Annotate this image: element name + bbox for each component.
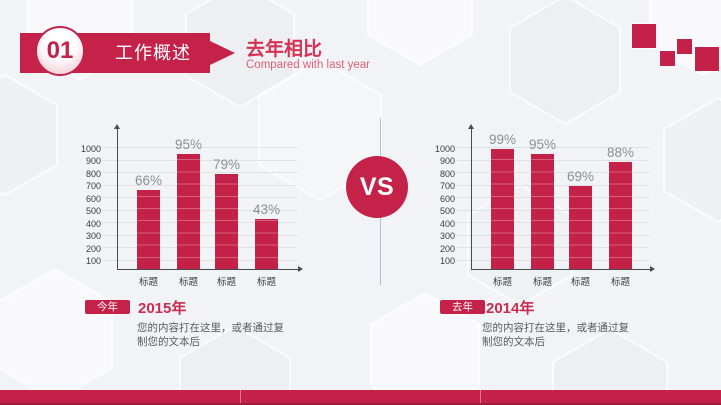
bar (255, 218, 278, 269)
y-tick-label: 400 (439, 218, 455, 229)
y-tick-label: 600 (439, 193, 455, 204)
bar (569, 186, 592, 269)
x-category-label: 标题 (492, 277, 512, 288)
y-tick-label: 600 (85, 193, 101, 204)
y-tick-label: 500 (85, 206, 101, 217)
x-category-label: 标题 (256, 277, 276, 288)
vs-badge: VS (346, 156, 408, 218)
section-title: 工作概述 (115, 43, 191, 63)
page-subtitle: Compared with last year (246, 59, 370, 71)
x-axis-arrow-icon (298, 265, 303, 272)
grid-line (103, 184, 297, 186)
caption-line: 制您的文本后 (482, 336, 545, 348)
year-label-2015: 2015年 (138, 300, 187, 317)
grid-line (103, 222, 297, 224)
y-tick-label: 800 (439, 168, 455, 179)
caption-text-left: 您的内容打在这里，或者通过复 制您的文本后 (137, 321, 284, 349)
y-tick-label: 800 (85, 168, 101, 179)
grid-line (103, 159, 297, 161)
bar-value-label: 66% (134, 172, 163, 188)
decor-square (676, 38, 693, 55)
caption-line: 您的内容打在这里，或者通过复 (137, 322, 284, 334)
bar-value-label: 99% (488, 131, 517, 147)
y-axis-arrow-icon (114, 124, 121, 129)
y-axis-arrow-icon (468, 124, 475, 129)
y-tick-label: 200 (439, 243, 455, 254)
grid-line (103, 209, 297, 211)
y-tick-label: 300 (85, 231, 101, 242)
chart-2014: 100 200 300 400 500 600 700 800 900 1000 99% 标题 95% 标… (435, 124, 655, 288)
x-axis-arrow-icon (650, 265, 655, 272)
vs-label: VS (359, 172, 395, 201)
bar-value-label: 95% (174, 136, 203, 152)
decor-square (694, 46, 720, 72)
caption-text-right: 您的内容打在这里，或者通过复 制您的文本后 (482, 321, 629, 349)
grid-line (457, 147, 649, 149)
bar (177, 153, 200, 269)
x-category-label: 标题 (216, 277, 236, 288)
year-badge-this-year: 今年 (85, 300, 130, 314)
decor-square (631, 23, 657, 49)
y-tick-label: 400 (85, 218, 101, 229)
year-badge-last-year: 去年 (440, 300, 485, 314)
y-tick-label: 500 (439, 206, 455, 217)
grid-line (103, 147, 297, 149)
y-axis (114, 124, 121, 270)
y-tick-label: 700 (439, 181, 455, 192)
section-ribbon-arrow-icon (210, 41, 235, 65)
footer-bar (0, 390, 721, 405)
bar (609, 162, 632, 269)
y-tick-label: 1000 (80, 143, 101, 154)
x-category-label: 标题 (532, 277, 552, 288)
caption-line: 您的内容打在这里，或者通过复 (482, 322, 629, 334)
y-tick-label: 900 (85, 156, 101, 167)
bar-value-label: 69% (566, 169, 595, 184)
x-axis (471, 265, 655, 272)
footer-divider (240, 390, 241, 403)
year-label-2014: 2014年 (486, 300, 535, 317)
bar-value-label: 88% (606, 145, 635, 161)
y-tick-label: 100 (439, 256, 455, 267)
y-axis (468, 124, 475, 270)
caption-line: 制您的文本后 (137, 336, 200, 348)
x-category-label: 标题 (570, 277, 590, 288)
x-axis (117, 265, 303, 272)
bar (215, 173, 238, 269)
x-category-label: 标题 (610, 277, 630, 288)
y-tick-label: 900 (439, 156, 455, 167)
bar (531, 153, 554, 269)
footer-divider (480, 390, 481, 403)
x-category-label: 标题 (138, 277, 158, 288)
grid-line (103, 247, 297, 249)
decor-square (659, 50, 676, 67)
section-number: 01 (46, 37, 74, 64)
grid-line (103, 197, 297, 199)
y-tick-label: 700 (85, 181, 101, 192)
y-tick-label: 200 (85, 243, 101, 254)
grid-line (103, 172, 297, 174)
y-tick-label: 1000 (434, 143, 455, 154)
bar-value-label: 43% (252, 201, 281, 217)
chart-2015: 100 200 300 400 500 600 700 800 900 1000 66% 标题 95% 标… (81, 124, 303, 288)
y-tick-label: 300 (439, 231, 455, 242)
bar (491, 148, 514, 269)
section-number-badge: 01 (35, 26, 85, 76)
y-tick-label: 100 (85, 256, 101, 267)
bar-value-label: 79% (212, 156, 241, 172)
x-category-label: 标题 (178, 277, 198, 288)
grid-line (103, 234, 297, 236)
bar-value-label: 95% (528, 136, 557, 152)
grid-line (103, 259, 297, 261)
bar (137, 189, 160, 269)
page-title: 去年相比 (246, 39, 323, 60)
